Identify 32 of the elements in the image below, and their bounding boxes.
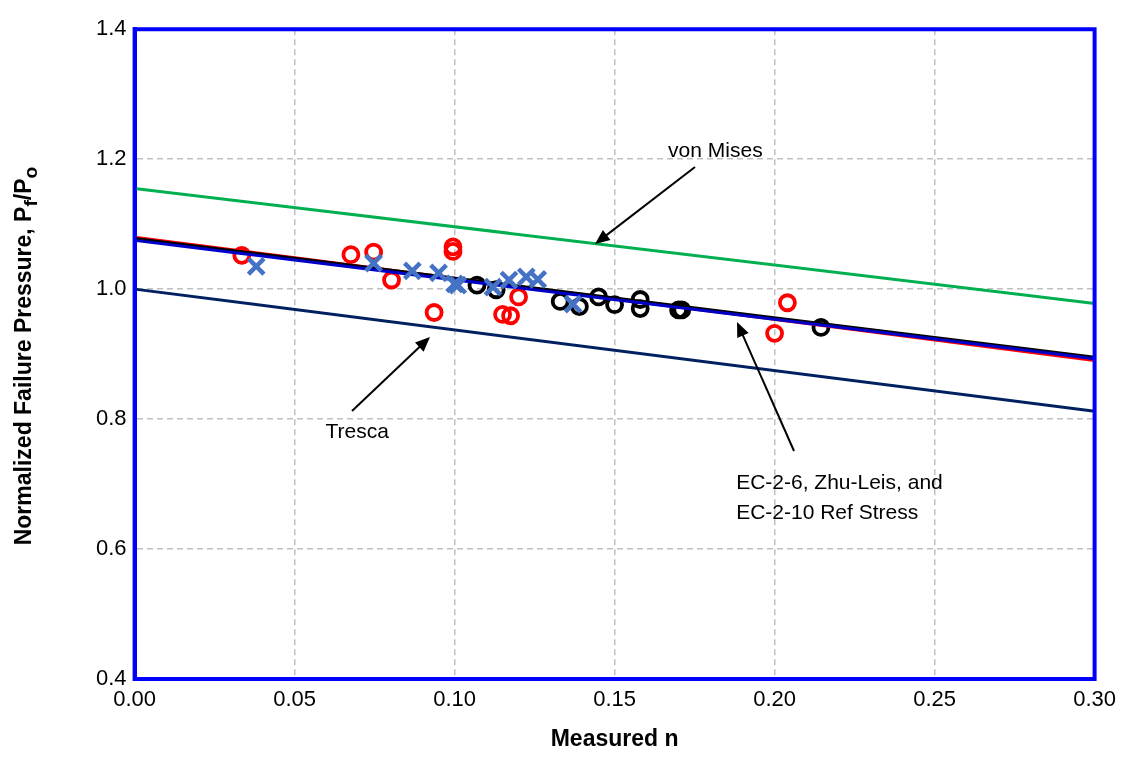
point	[777, 293, 797, 313]
annotation: von Mises	[668, 136, 763, 163]
point	[509, 287, 528, 307]
x-tick-label: 0.10	[433, 686, 476, 712]
y-tick-label: 1.4	[95, 15, 127, 41]
point	[501, 306, 520, 326]
annotation: Tresca	[325, 418, 389, 445]
x-tick-label: 0.05	[273, 686, 316, 712]
point	[493, 305, 512, 324]
point	[246, 256, 267, 277]
point	[527, 269, 548, 290]
point	[424, 303, 444, 322]
point	[443, 242, 463, 261]
x-tick-label: 0.15	[593, 686, 636, 712]
point	[562, 294, 584, 315]
point	[341, 245, 361, 265]
point	[443, 237, 463, 257]
x-tick-label: 0.30	[1073, 686, 1116, 712]
y-tick-label: 1.0	[95, 275, 127, 301]
point	[428, 262, 449, 283]
x-tick-label: 0.25	[913, 686, 956, 712]
annotation: EC-2-6, Zhu-Leis, and EC-2-10 Ref Stress	[736, 468, 943, 525]
point	[363, 253, 384, 274]
y-tick-label: 0.6	[95, 535, 127, 561]
point	[498, 270, 520, 291]
point	[402, 260, 423, 281]
x-axis-title: Measured n	[550, 724, 679, 751]
y-tick-label: 1.2	[95, 145, 127, 171]
point	[516, 266, 537, 287]
point	[765, 323, 784, 343]
y-tick-label: 0.8	[95, 405, 127, 431]
x-tick-label: 0.20	[753, 686, 796, 712]
